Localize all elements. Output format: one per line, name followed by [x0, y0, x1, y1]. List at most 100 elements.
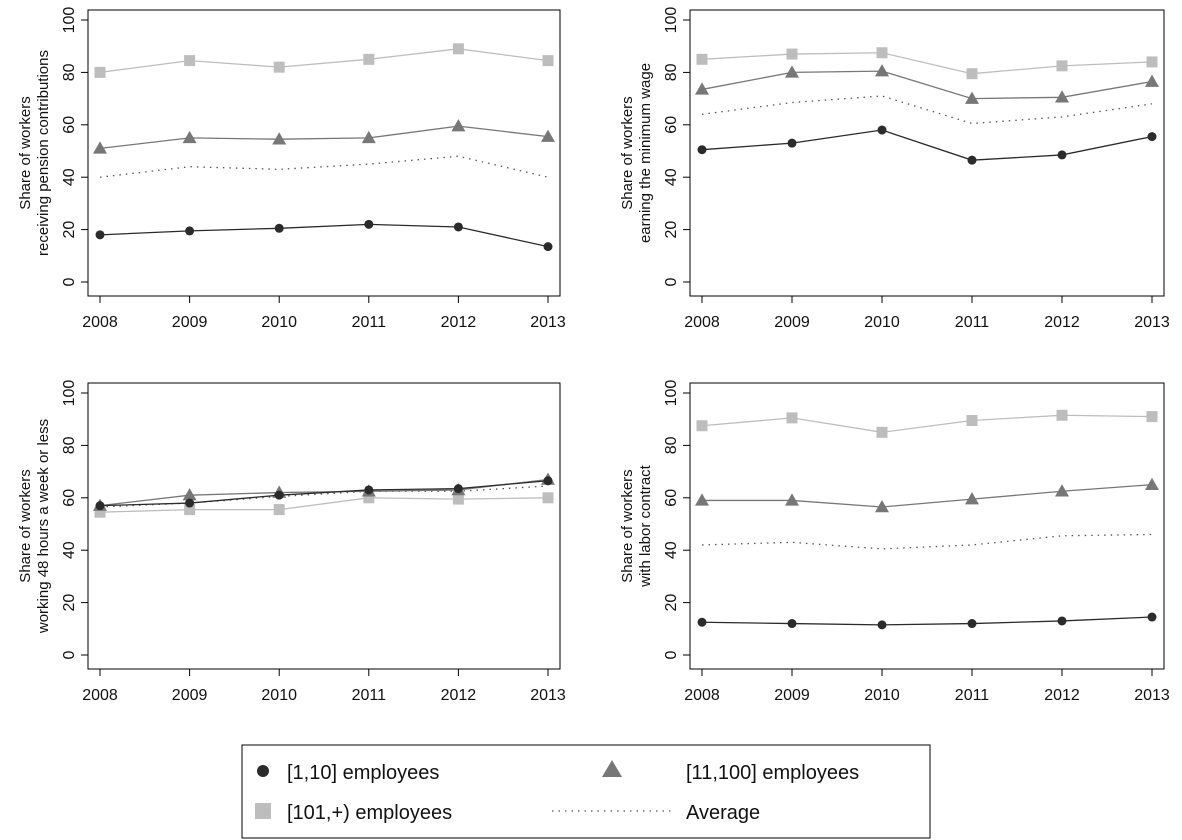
legend-label: [1,10] employees: [287, 762, 439, 784]
series-line: [701, 95, 1153, 125]
data-point: [272, 132, 287, 145]
series--101-employees: [696, 409, 1158, 438]
x-tick-label: 2013: [1134, 687, 1170, 704]
y-axis-label-line-1: Share of workers: [17, 469, 34, 582]
chart-panel-4: 0 20 40 60 80 100 2008 2009 2010 2011 2012 2013 Shar…: [619, 380, 1170, 704]
data-point: [966, 415, 978, 427]
data-point: [1147, 612, 1157, 622]
x-tick-label: 2011: [955, 314, 990, 331]
data-point: [453, 484, 463, 494]
x-tick-label: 2009: [172, 314, 208, 331]
y-tick-label: 80: [663, 436, 680, 454]
y-tick-label: 80: [61, 63, 78, 81]
data-point: [182, 130, 197, 144]
data-point: [273, 504, 285, 516]
series--101-employees: [94, 43, 554, 78]
x-tick-label: 2013: [530, 687, 566, 704]
y-tick-label: 100: [61, 380, 78, 407]
y-tick-label: 0: [663, 277, 680, 286]
data-point: [543, 476, 553, 486]
series-line: [701, 52, 1153, 75]
y-tick-label: 40: [663, 541, 680, 559]
data-point: [94, 66, 106, 78]
chart-panels: 0 20 40 60 80 100 2008 2009 2010 2011 2012 2013 Shar…: [17, 7, 1170, 704]
x-tick-label: 2011: [352, 687, 387, 704]
data-point: [1146, 411, 1158, 423]
series-line: [701, 616, 1153, 626]
data-point: [697, 617, 707, 627]
legend: [1,10] employees [11,100] employees [101,+…: [241, 744, 931, 839]
series-average: [701, 533, 1153, 550]
data-point: [695, 82, 709, 95]
data-point: [363, 53, 375, 65]
series-line: [99, 223, 549, 248]
series-line: [701, 533, 1153, 550]
y-axis-label-line-2: with labor contract: [637, 464, 654, 588]
data-point: [184, 55, 196, 67]
x-tick-label: 2013: [530, 314, 566, 331]
series-average: [99, 155, 549, 178]
data-point: [695, 493, 709, 506]
series-line: [99, 155, 549, 178]
data-point: [452, 493, 464, 505]
data-point: [696, 420, 708, 432]
x-tick-label: 2012: [1044, 314, 1080, 331]
x-tick-label: 2009: [774, 314, 810, 331]
x-tick-label: 2012: [441, 687, 477, 704]
data-point: [966, 68, 978, 80]
y-tick-label: 60: [61, 489, 78, 507]
data-point: [542, 492, 554, 504]
y-axis-label-line-1: Share of workers: [619, 96, 636, 209]
chart-panel-3: 0 20 40 60 80 100 2008 2009 2010 2011 2012 2013 Shar…: [17, 380, 566, 704]
y-tick-label: 20: [61, 221, 78, 239]
data-point: [1056, 60, 1068, 72]
y-tick-label: 0: [663, 650, 680, 659]
data-point: [875, 64, 889, 77]
data-point: [361, 130, 376, 144]
series-line: [99, 478, 549, 507]
x-tick-label: 2011: [955, 687, 990, 704]
data-point: [363, 492, 375, 504]
y-tick-label: 100: [663, 7, 680, 34]
data-point: [965, 91, 979, 104]
data-point: [93, 141, 107, 154]
series-line: [701, 70, 1153, 100]
legend-item: [11,100] employees: [602, 760, 859, 784]
x-tick-label: 2010: [261, 314, 297, 331]
series--11-100-employees: [93, 472, 555, 511]
y-tick-label: 100: [61, 7, 78, 34]
x-tick-label: 2008: [82, 314, 118, 331]
data-point: [364, 219, 374, 229]
data-point: [965, 492, 979, 505]
x-tick-label: 2010: [864, 314, 900, 331]
data-point: [877, 620, 887, 630]
data-point: [273, 61, 285, 73]
series-line: [99, 480, 549, 507]
data-point: [967, 155, 977, 165]
series-line: [99, 125, 549, 150]
y-tick-label: 40: [61, 541, 78, 559]
y-tick-label: 40: [61, 168, 78, 186]
data-point: [543, 242, 553, 252]
y-tick-label: 20: [663, 594, 680, 612]
data-point: [967, 619, 977, 629]
y-axis-label-line-2: working 48 hours a week or less: [35, 419, 52, 634]
x-tick-label: 2013: [1134, 314, 1170, 331]
x-tick-label: 2009: [774, 687, 810, 704]
series-line: [99, 48, 549, 74]
legend-marker: [602, 760, 622, 777]
data-point: [1145, 477, 1159, 490]
x-tick-label: 2008: [684, 314, 720, 331]
y-tick-label: 60: [61, 116, 78, 134]
data-point: [453, 222, 463, 232]
data-point: [94, 506, 106, 518]
data-point: [184, 504, 196, 516]
series-line: [99, 497, 549, 513]
data-point: [185, 498, 195, 508]
data-point: [182, 488, 197, 501]
x-tick-label: 2009: [172, 687, 208, 704]
series-line: [702, 484, 1153, 508]
chart-panel-2: 0 20 40 60 80 100 2008 2009 2010 2011 2012 2013 Shar…: [619, 7, 1170, 331]
data-point: [451, 119, 466, 132]
